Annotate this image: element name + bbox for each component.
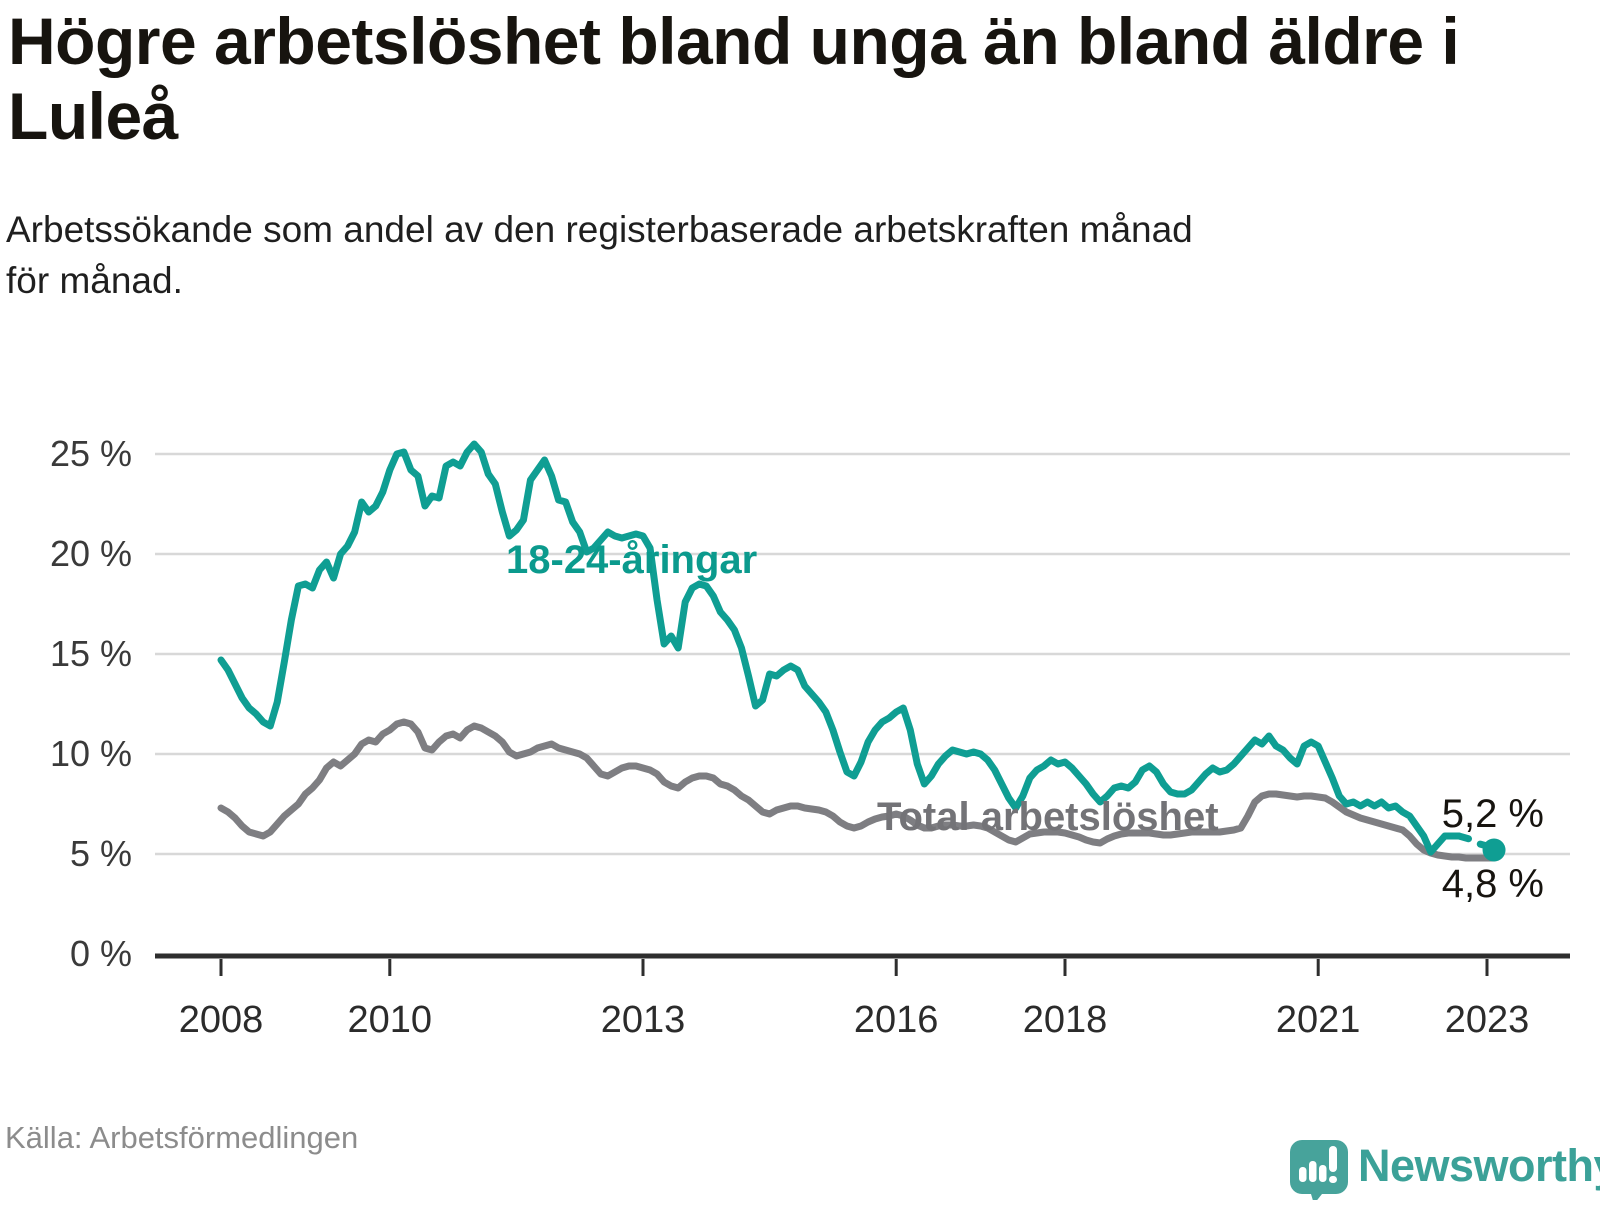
newsworthy-logo: Newsworthy — [1288, 1138, 1600, 1204]
y-tick-label-15: 15 % — [49, 633, 132, 674]
logo-bar-2 — [1309, 1161, 1317, 1182]
chart-subtitle-line1: Arbetssökande som andel av den registerb… — [6, 209, 1193, 250]
series-label-youth: 18-24-åringar — [506, 538, 758, 582]
y-tick-label-0: 0 % — [69, 933, 132, 974]
youth-end-dot — [1482, 838, 1506, 862]
page-title-line2: Luleå — [8, 78, 178, 153]
x-tick-label-2008: 2008 — [178, 999, 264, 1041]
source-note: Källa: Arbetsförmedlingen — [5, 1120, 359, 1155]
x-tick-label-2010: 2010 — [347, 999, 433, 1041]
page-title: Högre arbetslöshet bland unga än bland ä… — [8, 4, 1598, 153]
x-tick-label-2023: 2023 — [1444, 999, 1530, 1041]
y-tick-label-25: 25 % — [49, 433, 132, 474]
logo-exclamation-bar — [1329, 1146, 1337, 1172]
newsworthy-logo-text: Newsworthy — [1358, 1140, 1600, 1191]
page-title-line1: Högre arbetslöshet bland unga än bland ä… — [8, 4, 1460, 78]
x-tick-label-2021: 2021 — [1275, 999, 1361, 1041]
total-line — [217, 718, 1498, 862]
y-tick-label-5: 5 % — [69, 833, 132, 874]
end-value-label-youth: 5,2 % — [1441, 792, 1544, 836]
logo-bar-1 — [1299, 1167, 1307, 1182]
logo-bar-3 — [1319, 1165, 1327, 1182]
y-tick-label-20: 20 % — [49, 533, 132, 574]
chart-subtitle-line2: för månad. — [6, 260, 183, 302]
series-label-total: Total arbetslöshet — [877, 795, 1219, 839]
end-value-label-total: 4,8 % — [1441, 862, 1544, 906]
x-tick-label-2013: 2013 — [600, 999, 686, 1041]
chart-subtitle: Arbetssökande som andel av den registerb… — [6, 204, 1596, 306]
newsworthy-logo-icon — [1290, 1140, 1348, 1204]
x-tick-label-2018: 2018 — [1022, 999, 1108, 1041]
youth-line — [217, 440, 1463, 856]
y-tick-label-10: 10 % — [49, 733, 132, 774]
x-tick-label-2016: 2016 — [853, 999, 939, 1041]
logo-exclamation-dot — [1329, 1176, 1337, 1183]
